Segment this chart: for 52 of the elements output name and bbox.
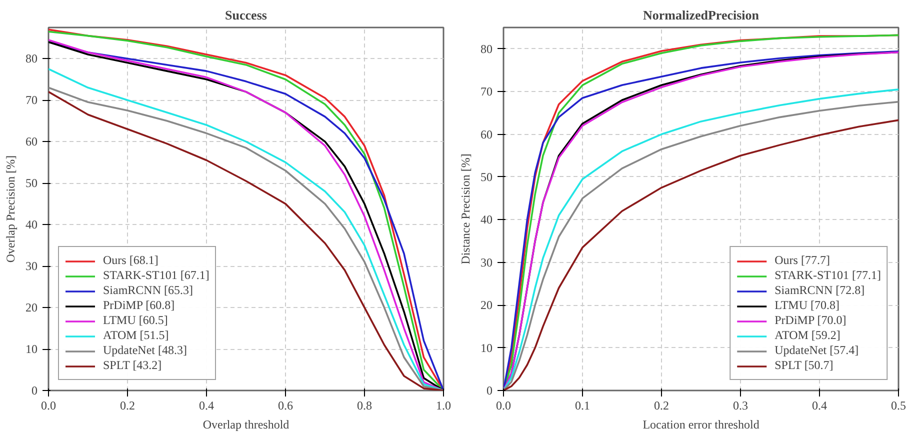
chart-title: NormalizedPrecision <box>642 8 760 22</box>
x-tick-label: 0.6 <box>278 398 293 412</box>
legend-label: LTMU [60.5] <box>103 313 168 328</box>
y-tick-label: 80 <box>480 42 492 56</box>
y-tick-label: 80 <box>26 52 38 66</box>
y-tick-label: 50 <box>26 176 38 190</box>
x-tick-label: 0.1 <box>575 398 590 412</box>
legend-label: Ours [68.1] <box>103 253 158 268</box>
x-tick-label: 0.2 <box>120 398 135 412</box>
chart-title: Success <box>225 8 267 22</box>
y-tick-label: 20 <box>26 300 38 315</box>
legend-label: LTMU [70.8] <box>774 298 840 313</box>
y-tick-label: 50 <box>480 170 492 184</box>
x-axis-title: Location error threshold <box>642 418 760 432</box>
y-axis-title: Overlap Precision [%] <box>4 155 18 263</box>
x-tick-label: 0.0 <box>41 398 56 412</box>
y-tick-label: 30 <box>26 259 38 274</box>
y-axis-title: Distance Precision [%] <box>458 154 472 264</box>
legend-label: STARK-ST101 [77.1] <box>774 268 881 283</box>
legend-label: UpdateNet [57.4] <box>774 343 859 358</box>
legend-label: STARK-ST101 [67.1] <box>103 268 210 283</box>
y-tick-label: 40 <box>480 212 492 227</box>
y-tick-label: 60 <box>26 134 38 149</box>
y-tick-label: 0 <box>486 384 492 398</box>
y-tick-label: 70 <box>480 84 492 99</box>
x-tick-label: 0.8 <box>357 398 372 412</box>
y-tick-label: 10 <box>480 340 492 355</box>
y-tick-label: 20 <box>480 298 492 312</box>
legend-label: SiamRCNN [65.3] <box>103 283 193 298</box>
x-tick-label: 0.2 <box>654 398 669 412</box>
y-tick-label: 10 <box>26 342 38 356</box>
legend-label: SPLT [50.7] <box>774 358 834 373</box>
x-tick-label: 0.4 <box>812 398 827 412</box>
y-tick-label: 0 <box>32 384 38 398</box>
y-tick-label: 30 <box>480 255 492 270</box>
x-axis-title: Overlap threshold <box>202 418 290 432</box>
legend-label: SiamRCNN [72.8] <box>774 283 865 298</box>
x-tick-label: 0.4 <box>199 398 214 412</box>
y-tick-label: 70 <box>26 93 38 108</box>
x-tick-label: 0.3 <box>733 398 748 412</box>
legend-label: SPLT [43.2] <box>103 358 162 373</box>
x-tick-label: 0.0 <box>496 398 511 412</box>
y-tick-label: 60 <box>480 127 492 142</box>
legend-label: UpdateNet [48.3] <box>103 343 187 358</box>
legend-label: ATOM [51.5] <box>103 328 169 343</box>
legend-label: PrDiMP [60.8] <box>103 298 175 313</box>
x-tick-label: 0.5 <box>891 398 906 412</box>
x-tick-label: 1.0 <box>436 398 451 412</box>
legend-label: Ours [77.7] <box>774 253 830 268</box>
y-tick-label: 40 <box>26 218 38 232</box>
legend-label: PrDiMP [70.0] <box>774 313 846 328</box>
legend-label: ATOM [59.2] <box>774 328 840 343</box>
